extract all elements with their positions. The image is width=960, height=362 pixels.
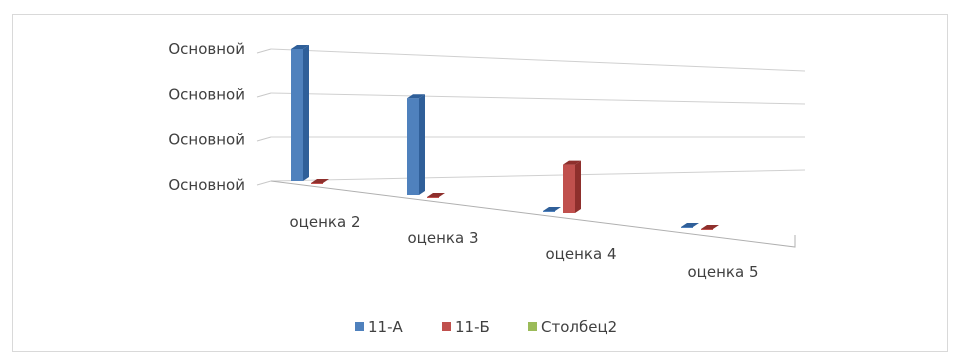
legend-label-stolbets2: Столбец2 [541, 318, 617, 336]
bar-0-1 [407, 94, 425, 195]
bar-1-2-side [575, 160, 581, 213]
x-axis-ticks: оценка 2 оценка 3 оценка 4 оценка 5 [290, 213, 759, 281]
legend-label-11b: 11-Б [455, 318, 490, 336]
x-tick-label: оценка 4 [546, 245, 617, 263]
bar-1-1-top [427, 193, 445, 197]
bar-1-0 [311, 179, 329, 184]
bar-0-1-front [407, 98, 419, 195]
legend: 11-А 11-Б Столбец2 [355, 318, 617, 336]
grid-tick [256, 180, 272, 186]
bar-1-3 [701, 225, 719, 230]
bar-1-0-front [311, 183, 323, 184]
gridline [270, 92, 806, 105]
bar-0-3-top [681, 223, 699, 227]
bar-0-3-front [681, 227, 693, 228]
legend-swatch-11a [355, 322, 364, 331]
bar-0-1-side [419, 94, 425, 195]
bar-0-1-top [407, 94, 425, 99]
bar-0-0-front [291, 49, 303, 181]
y-tick-label: Основной [168, 85, 245, 103]
bar-0-2 [543, 207, 561, 212]
bar-1-0-top [311, 179, 329, 183]
bar-0-0-side [303, 45, 309, 181]
bar-1-1 [427, 193, 445, 198]
x-tick-label: оценка 5 [688, 263, 759, 281]
bar-1-3-front [701, 229, 713, 230]
gridline [270, 48, 806, 72]
grid-tick [256, 136, 272, 142]
bar-0-2-front [543, 211, 555, 212]
bar-layer [291, 45, 719, 230]
y-tick-label: Основной [168, 131, 245, 149]
chart-svg: Основной Основной Основной Основной оцен… [168, 40, 806, 336]
bar-1-1-front [427, 197, 439, 198]
bar-1-2-front [563, 164, 575, 213]
bar-1-2-top [563, 160, 581, 165]
bar-0-0-top [291, 45, 309, 49]
x-tick-label: оценка 3 [408, 229, 479, 247]
bar-1-3-top [701, 225, 719, 229]
legend-swatch-11b [442, 322, 451, 331]
grid-layer [256, 48, 806, 248]
bar-0-0 [291, 45, 309, 181]
gridline [270, 169, 806, 182]
legend-swatch-stolbets2 [528, 322, 537, 331]
y-tick-label: Основной [168, 176, 245, 194]
bar-1-2 [563, 160, 581, 213]
bar-0-3 [681, 223, 699, 228]
x-tick-label: оценка 2 [290, 213, 361, 231]
y-tick-label: Основной [168, 40, 245, 58]
chart-frame: Основной Основной Основной Основной оцен… [12, 14, 948, 352]
floor-edge [270, 180, 796, 248]
bar-0-2-top [543, 207, 561, 211]
legend-label-11a: 11-А [368, 318, 403, 336]
y-axis-ticks: Основной Основной Основной Основной [168, 40, 245, 194]
grid-tick [256, 92, 272, 98]
grid-tick [256, 48, 272, 54]
